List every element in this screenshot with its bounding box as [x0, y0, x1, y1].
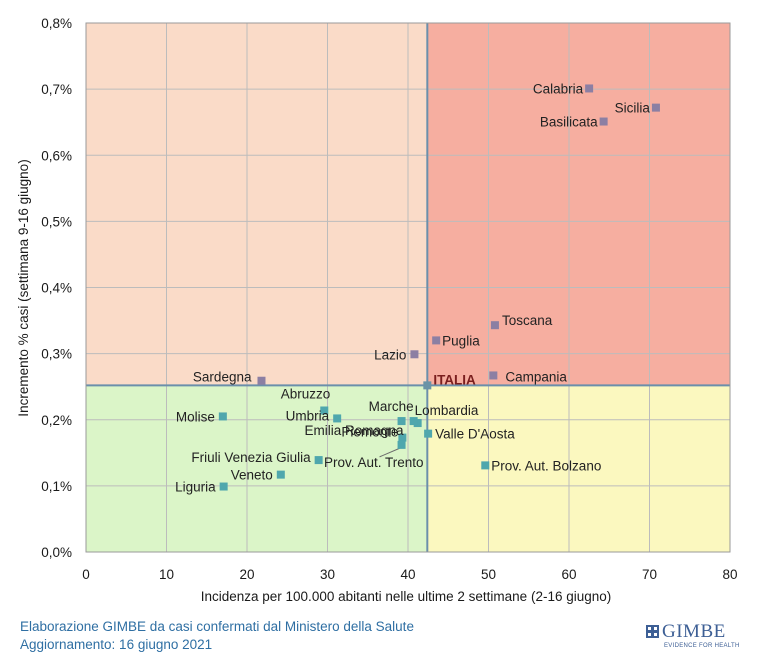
x-tick-label: 70: [642, 567, 657, 582]
point-label: Liguria: [175, 480, 216, 495]
gimbe-logo-name: GIMBE: [662, 621, 726, 642]
data-point: [218, 412, 227, 421]
data-point: [397, 440, 406, 449]
data-point: [219, 482, 228, 491]
data-point: [651, 103, 660, 112]
data-points: [218, 84, 660, 491]
reference-label: ITALIA: [433, 372, 476, 387]
data-point: [489, 371, 498, 380]
data-point: [257, 376, 266, 385]
point-labels: Calabria Sicilia Basilicata Toscana Puglia La…: [175, 81, 650, 494]
reference-point: [423, 381, 432, 390]
point-label: Veneto: [231, 468, 273, 483]
point-label: Umbria: [286, 408, 330, 423]
point-label: Prov. Aut. Trento: [324, 455, 424, 470]
y-tick-label: 0,6%: [41, 148, 72, 163]
y-tick-label: 0,2%: [41, 413, 72, 428]
point-label: Piemonte: [341, 425, 398, 440]
point-label: Sicilia: [615, 101, 651, 116]
y-tick-label: 0,7%: [41, 82, 72, 97]
point-label: Lombardia: [415, 403, 479, 418]
y-tick-label: 0,4%: [41, 281, 72, 296]
y-axis-label: Incremento % casi (settimana 9-16 giugno…: [16, 159, 31, 416]
plot-frame: [85, 22, 731, 553]
leader-line: [379, 447, 401, 458]
x-axis-label: Incidenza per 100.000 abitanti nelle ult…: [201, 589, 612, 604]
point-label: Puglia: [442, 333, 480, 348]
quadrant-top-right: [427, 23, 730, 386]
data-point: [320, 406, 329, 415]
point-label: Emilia Romagna: [305, 423, 405, 438]
point-label: Molise: [176, 409, 215, 424]
point-label: Calabria: [533, 81, 584, 96]
point-label: Abruzzo: [281, 386, 331, 401]
gimbe-logo-tagline: EVIDENCE FOR HEALTH: [664, 643, 740, 649]
y-tick-label: 0,1%: [41, 479, 72, 494]
data-point: [481, 461, 490, 470]
data-point: [398, 433, 407, 442]
x-tick-label: 60: [561, 567, 576, 582]
data-point: [276, 470, 285, 479]
gimbe-logo: GIMBE EVIDENCE FOR HEALTH: [646, 621, 739, 653]
x-tick-label: 50: [481, 567, 496, 582]
data-point: [409, 417, 418, 426]
point-label: Prov. Aut. Bolzano: [491, 458, 601, 473]
caption-update-date: Aggiornamento: 16 giugno 2021: [20, 637, 213, 652]
data-point: [410, 350, 419, 359]
data-point: [490, 321, 499, 330]
quadrant-backgrounds: [86, 23, 730, 552]
x-tick-label: 80: [722, 567, 737, 582]
x-tick-label: 10: [159, 567, 174, 582]
point-label: Friuli Venezia Giulia: [191, 450, 311, 465]
caption-source: Elaborazione GIMBE da casi confermati da…: [20, 619, 414, 634]
point-label: Sardegna: [193, 370, 252, 385]
data-point: [424, 429, 433, 438]
y-tick-label: 0,3%: [41, 347, 72, 362]
reference-lines: [86, 23, 730, 552]
data-point: [599, 117, 608, 126]
data-point: [333, 414, 342, 423]
x-tick-label: 0: [82, 567, 90, 582]
point-label: Campania: [505, 369, 567, 384]
axes: 0 10 20 30 40 50 60 70 80 0,0% 0,1% 0,2% 0,3% 0,4% 0,5…: [41, 16, 737, 582]
point-label: Basilicata: [540, 115, 598, 130]
y-tick-label: 0,0%: [41, 545, 72, 560]
point-label: Lazio: [374, 347, 406, 362]
leader-lines: [379, 447, 401, 458]
data-point: [585, 84, 594, 93]
y-tick-label: 0,5%: [41, 214, 72, 229]
quadrant-bottom-left: [86, 385, 428, 552]
gimbe-logo-mark-icon: [646, 625, 659, 638]
data-point: [397, 417, 406, 426]
point-label: Toscana: [502, 313, 553, 328]
point-label: Marche: [369, 399, 414, 414]
quadrant-top-left: [86, 23, 428, 386]
y-tick-label: 0,8%: [41, 16, 72, 31]
data-point: [432, 336, 441, 345]
point-label: Valle D'Aosta: [435, 427, 515, 442]
data-point: [413, 419, 422, 428]
quadrant-bottom-right: [427, 385, 730, 552]
x-tick-label: 30: [320, 567, 335, 582]
data-point: [314, 456, 323, 465]
x-tick-label: 20: [239, 567, 254, 582]
x-tick-label: 40: [400, 567, 415, 582]
